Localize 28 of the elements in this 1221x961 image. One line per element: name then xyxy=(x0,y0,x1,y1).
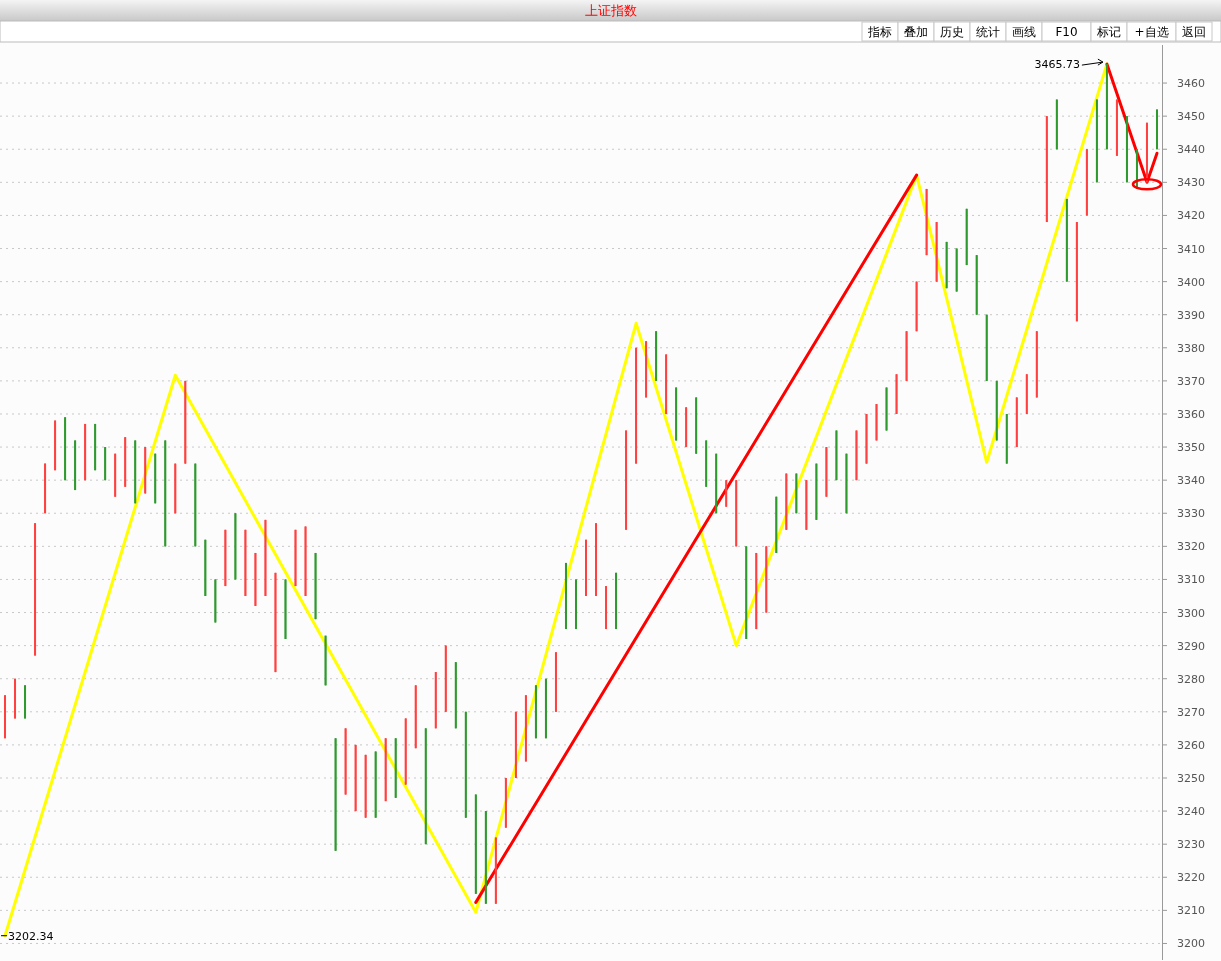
y-tick-label: 3240 xyxy=(1177,805,1205,819)
y-tick-label: 3420 xyxy=(1177,209,1205,223)
y-tick-label: 3300 xyxy=(1177,606,1205,620)
y-tick-label: 3210 xyxy=(1177,904,1205,918)
y-tick-label: 3260 xyxy=(1177,738,1205,752)
y-tick-label: 3410 xyxy=(1177,242,1205,256)
y-tick-label: 3290 xyxy=(1177,639,1205,653)
y-tick-label: 3400 xyxy=(1177,275,1205,289)
y-tick-label: 3390 xyxy=(1177,308,1205,322)
y-tick-label: 3250 xyxy=(1177,771,1205,785)
y-tick-label: 3380 xyxy=(1177,341,1205,355)
y-tick-label: 3270 xyxy=(1177,705,1205,719)
y-tick-label: 3350 xyxy=(1177,441,1205,455)
y-tick-label: 3360 xyxy=(1177,407,1205,421)
y-tick-label: 3450 xyxy=(1177,110,1205,124)
y-tick-label: 3310 xyxy=(1177,573,1205,587)
y-tick-label: 3430 xyxy=(1177,176,1205,190)
y-tick-label: 3200 xyxy=(1177,937,1205,951)
y-tick-label: 3320 xyxy=(1177,540,1205,554)
y-tick-label: 3340 xyxy=(1177,474,1205,488)
y-tick-label: 3220 xyxy=(1177,871,1205,885)
y-tick-label: 3460 xyxy=(1177,77,1205,91)
y-tick-label: 3440 xyxy=(1177,143,1205,157)
title: 上证指数 xyxy=(584,3,637,18)
y-tick-label: 3230 xyxy=(1177,838,1205,852)
y-tick-label: 3370 xyxy=(1177,374,1205,388)
y-tick-label: 3330 xyxy=(1177,507,1205,521)
y-tick-label: 3280 xyxy=(1177,672,1205,686)
